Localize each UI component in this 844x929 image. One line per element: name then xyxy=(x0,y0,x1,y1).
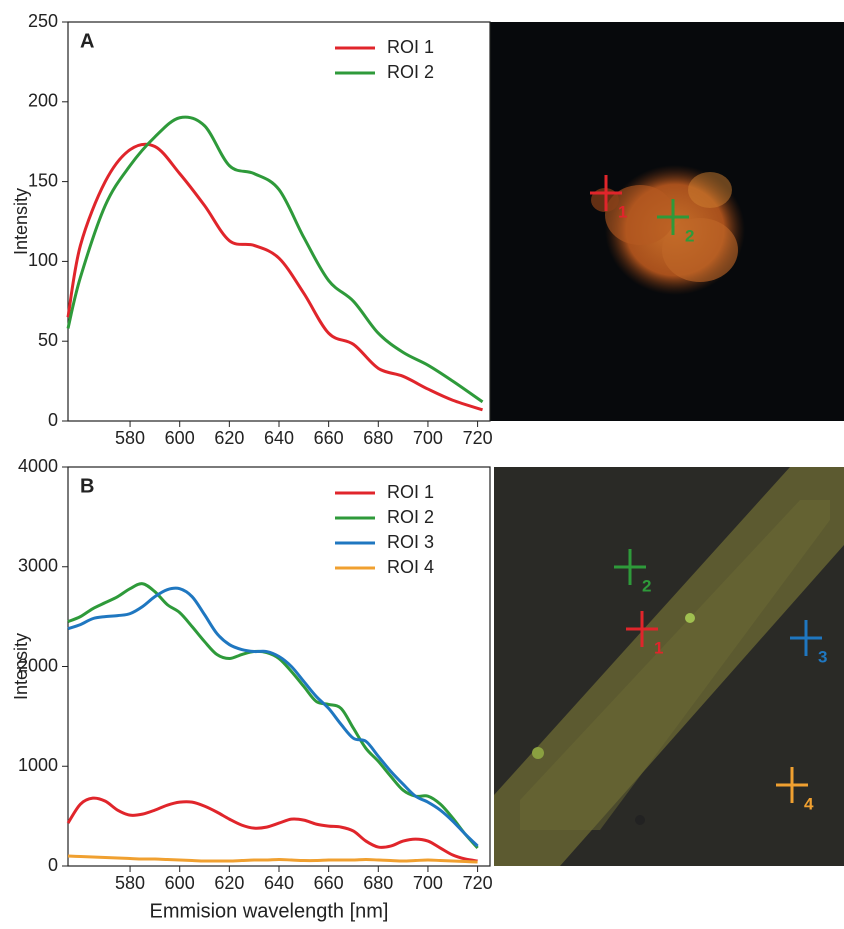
series-line xyxy=(67,854,478,864)
x-axis-label: Emmision wavelength [nm] xyxy=(150,900,389,922)
x-tick-label: 700 xyxy=(413,873,443,893)
speck xyxy=(685,613,695,623)
roi-label: 1 xyxy=(654,638,663,657)
speck xyxy=(635,815,645,825)
plot-frame xyxy=(67,21,491,422)
x-tick-label: 680 xyxy=(363,873,393,893)
y-tick-label: 0 xyxy=(48,410,58,430)
legend-label: ROI 1 xyxy=(387,37,434,57)
x-tick-label: 640 xyxy=(264,428,294,448)
roi-label: 3 xyxy=(818,647,827,666)
legend-label: ROI 4 xyxy=(387,557,434,577)
x-tick-label: 660 xyxy=(314,873,344,893)
y-tick-label: 200 xyxy=(28,91,58,111)
roi-label: 2 xyxy=(642,576,651,595)
x-tick-label: 680 xyxy=(363,428,393,448)
roi-marker xyxy=(790,620,822,656)
series-line xyxy=(66,796,478,863)
y-axis-label: Intensity xyxy=(11,633,31,700)
y-axis-label: Intensity xyxy=(11,188,31,255)
y-tick-label: 100 xyxy=(28,250,58,270)
x-tick-label: 580 xyxy=(115,428,145,448)
x-tick-label: 580 xyxy=(115,873,145,893)
x-tick-label: 620 xyxy=(214,873,244,893)
x-tick-label: 620 xyxy=(214,428,244,448)
legend-label: ROI 2 xyxy=(387,507,434,527)
roi-label: 4 xyxy=(804,794,814,813)
x-tick-label: 600 xyxy=(165,428,195,448)
roi-label: 2 xyxy=(685,226,694,245)
legend-label: ROI 1 xyxy=(387,482,434,502)
y-tick-label: 250 xyxy=(28,11,58,31)
panel-label: B xyxy=(80,475,94,497)
roi-marker xyxy=(614,549,646,585)
y-tick-label: 0 xyxy=(48,855,58,875)
y-tick-label: 1000 xyxy=(18,755,58,775)
panel-label: A xyxy=(80,30,94,52)
x-tick-label: 660 xyxy=(314,428,344,448)
y-tick-label: 2000 xyxy=(18,655,58,675)
x-tick-label: 720 xyxy=(463,873,493,893)
y-tick-label: 50 xyxy=(38,330,58,350)
plot-frame xyxy=(67,466,491,867)
roi-marker xyxy=(657,199,689,235)
series-line xyxy=(66,142,484,412)
series-line xyxy=(66,115,484,404)
speck xyxy=(532,747,544,759)
x-tick-label: 640 xyxy=(264,873,294,893)
y-tick-label: 150 xyxy=(28,170,58,190)
series-line xyxy=(67,586,479,848)
fiber-highlight xyxy=(520,500,830,830)
y-tick-label: 4000 xyxy=(18,456,58,476)
roi-label: 1 xyxy=(618,202,627,221)
roi-marker xyxy=(626,611,658,647)
cell-cluster xyxy=(591,165,745,295)
x-tick-label: 720 xyxy=(463,428,493,448)
x-tick-label: 700 xyxy=(413,428,443,448)
legend-label: ROI 3 xyxy=(387,532,434,552)
roi-marker xyxy=(776,767,808,803)
x-tick-label: 600 xyxy=(165,873,195,893)
legend-label: ROI 2 xyxy=(387,62,434,82)
y-tick-label: 3000 xyxy=(18,556,58,576)
roi-marker xyxy=(590,175,622,211)
